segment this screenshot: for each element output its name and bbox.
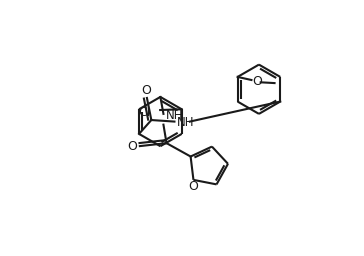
Text: NH: NH [177,116,194,129]
Text: O: O [127,141,137,154]
Text: NH: NH [166,109,183,122]
Text: O: O [189,180,198,193]
Text: O: O [141,83,151,97]
Text: O: O [252,75,262,88]
Text: Cl: Cl [139,106,151,119]
